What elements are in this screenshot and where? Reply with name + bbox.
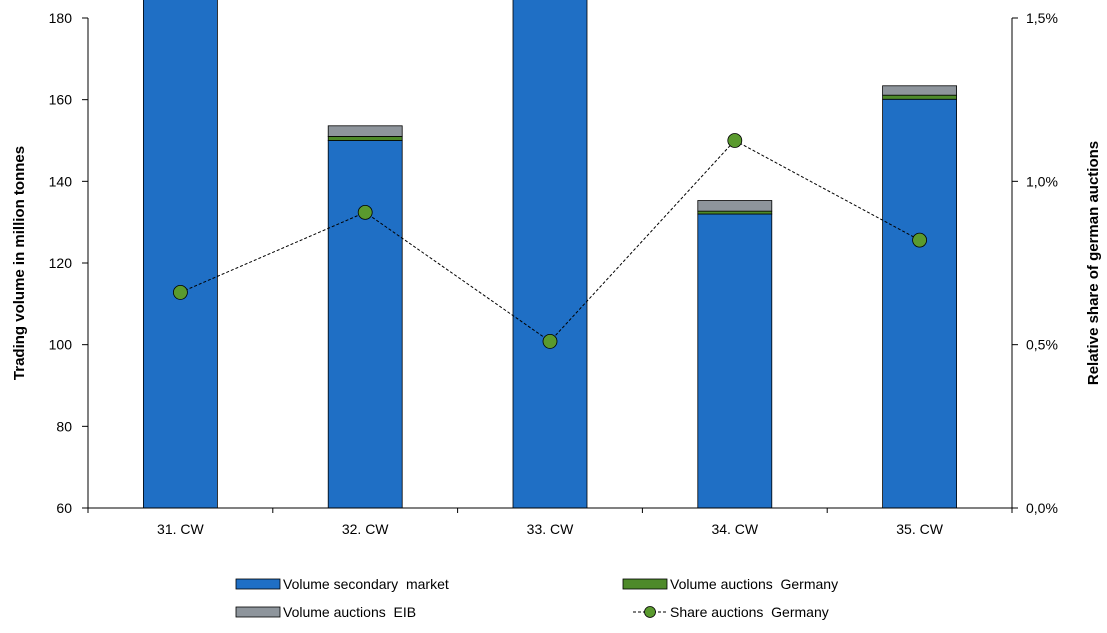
legend-label: Volume auctions Germany — [670, 576, 838, 592]
x-tick-label: 31. CW — [157, 521, 204, 537]
y2-axis-title: Relative share of german auctions — [1085, 141, 1102, 385]
bar-segment-volume-secondary-market — [512, 0, 588, 509]
y-tick-label: 160 — [49, 92, 73, 108]
y-tick-label: 180 — [49, 10, 73, 26]
x-tick-label: 34. CW — [711, 521, 758, 537]
x-tick-label: 32. CW — [342, 521, 389, 537]
y-axis-title: Trading volume in million tonnes — [11, 146, 28, 380]
bar-segment-volume-secondary-market — [327, 140, 403, 509]
y-tick-label: 140 — [49, 173, 73, 189]
bar-segment-volume-auctions-eib — [327, 125, 403, 137]
y-tick-label: 120 — [49, 255, 73, 271]
legend-marker — [644, 606, 656, 618]
y-tick-label: 60 — [56, 500, 72, 516]
legend-swatch — [235, 578, 281, 590]
x-tick-label: 33. CW — [527, 521, 574, 537]
legend-label: Share auctions Germany — [670, 604, 829, 620]
legend-label: Volume secondary market — [283, 576, 449, 592]
bar-segment-volume-auctions-germany — [697, 210, 773, 215]
bar-segment-volume-auctions-eib — [697, 200, 773, 212]
bar-segment-volume-secondary-market — [882, 98, 957, 509]
bar-segment-volume-auctions-germany — [882, 94, 957, 100]
y2-tick-label: 1,0% — [1026, 173, 1058, 189]
share-point — [357, 204, 373, 220]
y-tick-label: 80 — [56, 418, 72, 434]
y2-tick-label: 0,0% — [1026, 500, 1058, 516]
legend-swatch — [235, 606, 281, 618]
y2-tick-label: 1,5% — [1026, 10, 1058, 26]
share-point — [172, 284, 188, 300]
legend-label: Volume auctions EIB — [283, 604, 416, 620]
bar-segment-volume-auctions-eib — [882, 85, 957, 96]
share-point — [542, 333, 558, 349]
bar-segment-volume-auctions-germany — [327, 136, 403, 141]
share-point — [912, 232, 927, 248]
y2-tick-label: 0,5% — [1026, 337, 1058, 353]
x-tick-label: 35. CW — [896, 521, 943, 537]
bar-segment-volume-secondary-market — [142, 0, 218, 509]
share-point — [727, 133, 743, 148]
bar-segment-volume-secondary-market — [697, 213, 773, 509]
y-tick-label: 100 — [49, 337, 73, 353]
legend-swatch — [622, 578, 668, 590]
